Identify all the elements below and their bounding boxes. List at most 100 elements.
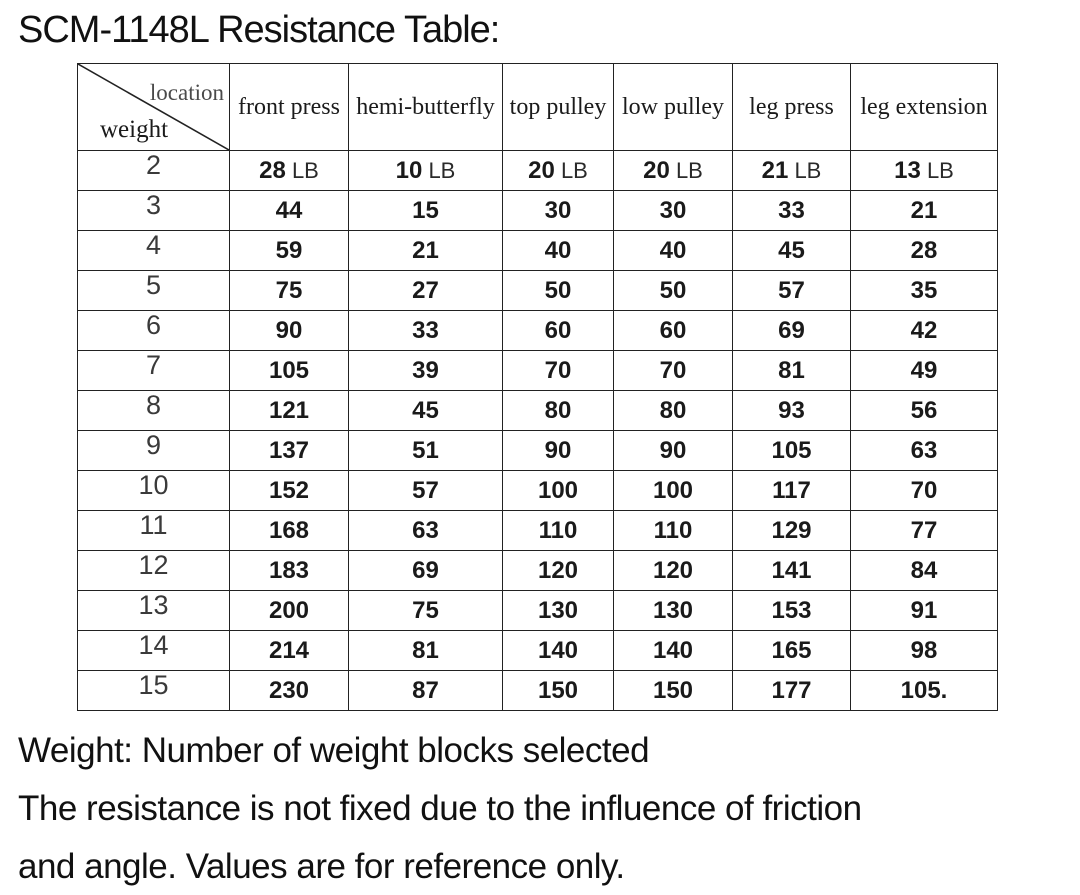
resistance-value-cell: 150 [502,670,614,711]
column-header-leg-press: leg press [732,63,851,151]
resistance-value-cell: 69 [348,550,503,591]
resistance-value-cell: 56 [850,390,998,431]
footnote-weight-definition: Weight: Number of weight blocks selected [18,731,650,770]
resistance-value-cell: 69 [732,310,851,351]
resistance-value-cell: 45 [732,230,851,271]
resistance-value-cell: 28 LB [229,150,349,191]
resistance-value-cell: 200 [229,590,349,631]
weight-cell: 13 [77,590,230,631]
resistance-value: 21 [761,156,789,184]
resistance-value-cell: 60 [502,310,614,351]
resistance-value: 49 [910,356,938,384]
resistance-value-cell: 150 [613,670,733,711]
resistance-table: location weight front press hemi-butterf… [77,63,998,711]
resistance-value-cell: 165 [732,630,851,671]
resistance-value-cell: 51 [348,430,503,471]
resistance-value: 10 [395,156,423,184]
resistance-value: 75 [275,276,303,304]
column-header-front-press: front press [229,63,349,151]
resistance-value: 44 [275,196,303,224]
resistance-value: 140 [652,636,694,664]
resistance-value-cell: 33 [348,310,503,351]
resistance-value-cell: 45 [348,390,503,431]
resistance-value: 30 [659,196,687,224]
resistance-value-cell: 49 [850,350,998,391]
unit-label: LB [422,157,456,183]
resistance-value: 84 [910,556,938,584]
weight-cell: 14 [77,630,230,671]
resistance-value: 40 [659,236,687,264]
table-row: 7 105 39 70 70 81 49 [77,350,998,391]
weight-cell: 8 [77,390,230,431]
resistance-value: 57 [412,476,439,504]
table-row: 10 152 57 100 100 117 70 [77,470,998,511]
resistance-value: 51 [412,436,439,464]
resistance-value-cell: 75 [348,590,503,631]
weight-cell: 9 [77,430,230,471]
resistance-value: 90 [544,436,572,464]
resistance-value: 130 [652,596,694,624]
resistance-value-cell: 57 [732,270,851,311]
weight-cell: 4 [77,230,230,271]
weight-cell: 11 [77,510,230,551]
unit-label: LB [788,157,822,183]
resistance-value-cell: 21 LB [732,150,851,191]
resistance-value: 100 [537,476,579,504]
resistance-value-cell: 15 [348,190,503,231]
table-row: 3 44 15 30 30 33 21 [77,190,998,231]
resistance-value: 77 [910,516,938,544]
resistance-value: 75 [412,596,439,624]
resistance-value-cell: 140 [613,630,733,671]
resistance-value-cell: 70 [850,470,998,511]
page-title: SCM-1148L Resistance Table: [18,9,500,51]
column-header-hemi-butterfly: hemi-butterfly [348,63,503,151]
resistance-value: 21 [910,196,938,224]
resistance-value: 13 [894,156,921,184]
resistance-value-cell: 214 [229,630,349,671]
column-header-top-pulley: top pulley [502,63,614,151]
resistance-value-cell: 141 [732,550,851,591]
resistance-value: 80 [659,396,687,424]
resistance-value-cell: 63 [348,510,503,551]
weight-cell: 5 [77,270,230,311]
resistance-value-cell: 93 [732,390,851,431]
resistance-value: 98 [910,636,938,664]
resistance-value: 90 [659,436,687,464]
resistance-value-cell: 81 [348,630,503,671]
resistance-value: 50 [544,276,572,304]
resistance-value-cell: 130 [502,590,614,631]
resistance-value: 42 [910,316,938,344]
table-row: 8 121 45 80 80 93 56 [77,390,998,431]
table-row: 9 137 51 90 90 105 63 [77,430,998,471]
table-row: 5 75 27 50 50 57 35 [77,270,998,311]
diagonal-divider [78,64,229,150]
resistance-value-cell: 75 [229,270,349,311]
resistance-value: 63 [910,436,938,464]
resistance-value: 165 [771,636,812,664]
weight-cell: 15 [77,670,230,711]
resistance-value-cell: 30 [613,190,733,231]
resistance-value: 21 [412,236,439,264]
resistance-value: 100 [652,476,694,504]
resistance-value-cell: 98 [850,630,998,671]
resistance-value: 105. [900,676,948,704]
resistance-value-cell: 27 [348,270,503,311]
corner-header-cell: location weight [77,63,230,151]
resistance-value: 81 [778,356,805,384]
resistance-value-cell: 168 [229,510,349,551]
resistance-value: 117 [772,476,811,504]
resistance-value: 45 [778,236,805,264]
resistance-value-cell: 57 [348,470,503,511]
footnote-resistance-disclaimer-line2: and angle. Values are for reference only… [18,847,625,886]
resistance-value: 20 [528,156,555,184]
resistance-value-cell: 81 [732,350,851,391]
corner-weight-label: weight [100,116,169,143]
resistance-value: 93 [778,396,805,424]
resistance-value: 28 [910,236,938,264]
resistance-value-cell: 33 [732,190,851,231]
resistance-value-cell: 42 [850,310,998,351]
resistance-value: 87 [412,676,439,704]
resistance-value: 110 [653,516,693,544]
resistance-value-cell: 100 [613,470,733,511]
